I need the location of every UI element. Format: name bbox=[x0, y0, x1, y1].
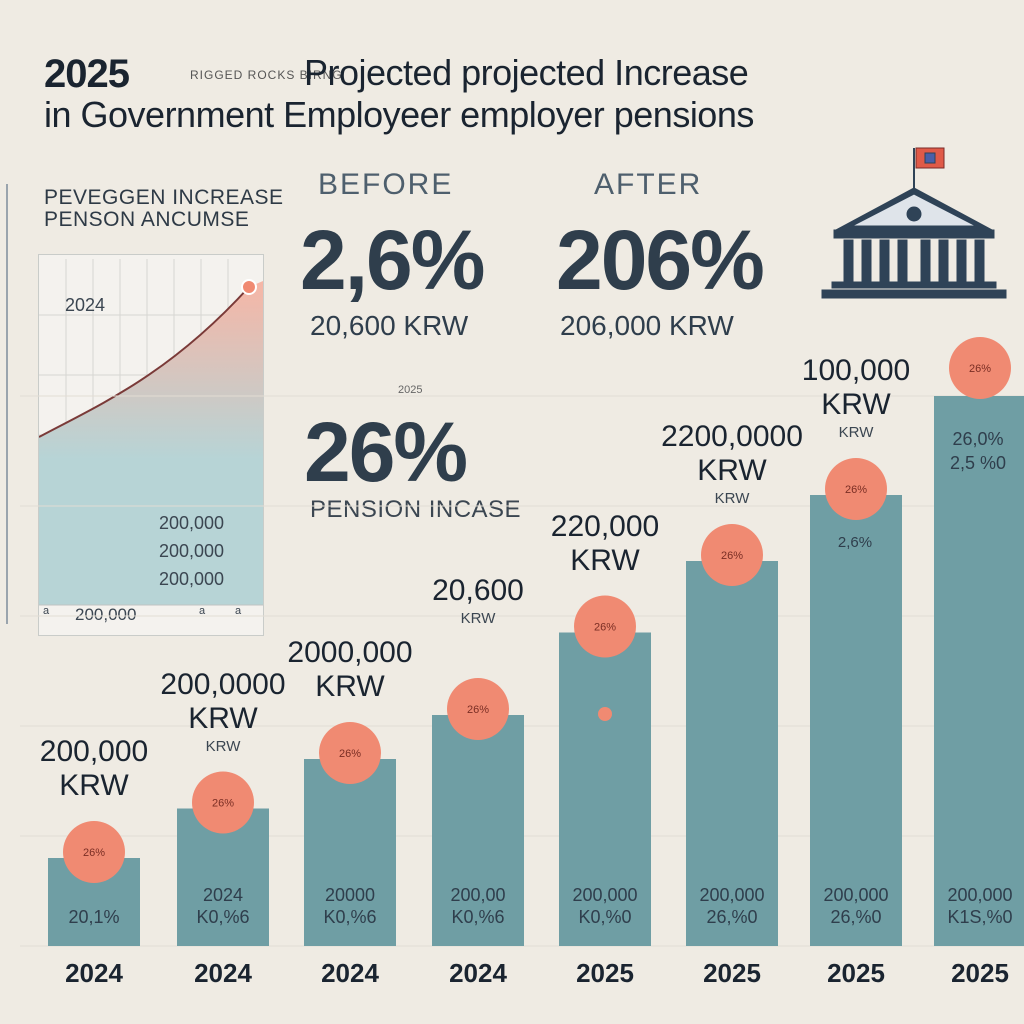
government-building-icon bbox=[818, 144, 1010, 304]
bar-6-year: 2025 bbox=[703, 958, 761, 988]
bar-3-inner-top: 20000 bbox=[324, 885, 376, 905]
bar-8-marker-text: 26% bbox=[969, 363, 991, 375]
after-heading: AFTER bbox=[594, 168, 703, 201]
mini-chart-axis-mid: 200,000 bbox=[75, 605, 137, 624]
bar-6-inner-top: 200,000 bbox=[699, 885, 765, 905]
bar-4-year: 2024 bbox=[449, 958, 507, 988]
bar-3-marker bbox=[319, 722, 381, 784]
mini-chart-label-1: PEVEGGEN INCREASE bbox=[44, 186, 284, 209]
bar-4-inner-bottom: K0,%6 bbox=[451, 907, 505, 927]
bar-8-inner-bottom: K1S,%0 bbox=[947, 907, 1013, 927]
mini-chart-axis-right: a bbox=[199, 605, 206, 617]
bar-7-upper-label: 2,6% bbox=[837, 534, 873, 551]
bar-4 bbox=[432, 715, 524, 946]
mini-chart-year: 2024 bbox=[65, 295, 106, 315]
after-amount: 206,000 KRW bbox=[560, 310, 734, 341]
bar-5-marker-text: 26% bbox=[594, 622, 616, 634]
mini-chart-axis-right-2: a bbox=[235, 605, 242, 617]
bar-5-unit-label: KRW bbox=[570, 543, 640, 577]
bar-7-inner-top: 200,000 bbox=[823, 885, 889, 905]
bar-6-unit-label: KRW bbox=[697, 454, 767, 487]
bar-5-inner-top: 200,000 bbox=[572, 885, 638, 905]
title-line-1: Projected projected Increase bbox=[304, 52, 749, 93]
title-line-2: in Government Employeer employer pension… bbox=[44, 94, 754, 135]
bar-3-marker-text: 26% bbox=[339, 748, 361, 760]
bar-1-value-label: 200,000 bbox=[39, 735, 149, 768]
bar-8-marker bbox=[949, 337, 1011, 399]
bar-2-sub-label: KRW bbox=[205, 737, 241, 755]
before-amount: 20,600 KRW bbox=[310, 310, 469, 341]
bar-6-inner-bottom: 26,%0 bbox=[706, 907, 758, 927]
mini-chart-label-2: PENSON ANCUMSE bbox=[44, 208, 250, 231]
bar-7-marker bbox=[825, 458, 887, 520]
bar-1-marker bbox=[63, 821, 125, 883]
bar-5-inner-bottom: K0,%0 bbox=[578, 907, 632, 927]
mini-chart-card: 2024 200,000 200,000 200,000 a 200,000 a… bbox=[38, 254, 264, 636]
before-percent: 2,6% bbox=[300, 213, 485, 307]
bar-1-marker-text: 26% bbox=[83, 847, 105, 859]
mini-chart-value-1: 200,000 bbox=[159, 513, 225, 533]
bar-5 bbox=[559, 632, 651, 946]
bar-7-value-label: 100,000 bbox=[801, 354, 911, 387]
bar-2-marker-text: 26% bbox=[212, 798, 234, 810]
bar-7-sub-label: KRW bbox=[838, 424, 874, 441]
bar-8-year: 2025 bbox=[951, 958, 1009, 988]
bar-4-marker-text: 26% bbox=[467, 704, 489, 716]
title-small-text: RIGGED ROCKS BIRNG bbox=[190, 68, 343, 82]
mini-chart-value-3: 200,000 bbox=[159, 569, 225, 589]
bar-4-marker bbox=[447, 678, 509, 740]
mini-chart-axis-left: a bbox=[43, 605, 50, 617]
mini-chart-area bbox=[39, 281, 263, 605]
mini-chart-line bbox=[39, 286, 250, 438]
bar-6 bbox=[686, 561, 778, 946]
bar-5-year: 2025 bbox=[576, 958, 634, 988]
bar-7-inner-bottom: 26,%0 bbox=[830, 907, 882, 927]
bar-3-value-label: 2000,000 bbox=[287, 636, 413, 669]
bar-3 bbox=[304, 759, 396, 946]
bar-5-value-label: 220,000 bbox=[550, 509, 660, 543]
bar-5-marker bbox=[574, 595, 636, 658]
bar-4-inner-top: 200,00 bbox=[450, 885, 506, 905]
title-year: 2025 bbox=[44, 52, 130, 96]
before-heading: BEFORE bbox=[318, 168, 454, 201]
bar-4-value-label: 20,600 bbox=[432, 574, 524, 607]
bar-6-value-label: 2200,0000 bbox=[661, 420, 803, 453]
bar-8-upper-label-2: 2,5 %0 bbox=[949, 453, 1007, 473]
bar-1-unit-label: KRW bbox=[59, 769, 129, 802]
mini-chart-svg bbox=[39, 259, 263, 606]
bar-8-inner-top: 200,000 bbox=[947, 885, 1013, 905]
bar-3-inner-bottom: K0,%6 bbox=[323, 907, 377, 927]
bar-7 bbox=[810, 495, 902, 946]
bar-1-inner-bottom: 20,1% bbox=[68, 907, 120, 927]
bar-4-sub-label: KRW bbox=[460, 610, 496, 627]
bar-2-marker bbox=[192, 771, 254, 834]
bar-6-sub-label: KRW bbox=[714, 490, 750, 507]
bar-2-unit-label: KRW bbox=[188, 701, 258, 735]
bar-2-inner-top: 2024 bbox=[202, 885, 244, 905]
bar-2-inner-bottom: K0,%6 bbox=[196, 907, 250, 927]
bar-3-year: 2024 bbox=[321, 958, 379, 988]
bar-3-unit-label: KRW bbox=[315, 670, 385, 703]
bar-7-unit-label: KRW bbox=[821, 388, 891, 421]
mini-chart-value-2: 200,000 bbox=[159, 541, 225, 561]
bar-1-year: 2024 bbox=[65, 958, 123, 988]
bar-6-marker-text: 26% bbox=[721, 550, 743, 562]
bar-8-upper-label-1: 26,0% bbox=[952, 429, 1004, 449]
left-divider bbox=[6, 184, 8, 624]
middle-small-text: 2025 bbox=[398, 384, 423, 396]
bar-6-marker bbox=[701, 524, 763, 586]
middle-percent: 26% bbox=[304, 405, 468, 499]
after-percent: 206% bbox=[556, 213, 765, 307]
bar-2-value-label: 200,0000 bbox=[160, 667, 286, 701]
bar-2-year: 2024 bbox=[194, 958, 252, 988]
bar-8 bbox=[934, 396, 1024, 946]
middle-label: PENSION INCASE bbox=[310, 496, 522, 523]
bar-7-marker-text: 26% bbox=[845, 484, 867, 496]
mini-chart-endpoint bbox=[241, 279, 257, 295]
bar-5-small-dot bbox=[598, 707, 612, 721]
bar-7-year: 2025 bbox=[827, 958, 885, 988]
